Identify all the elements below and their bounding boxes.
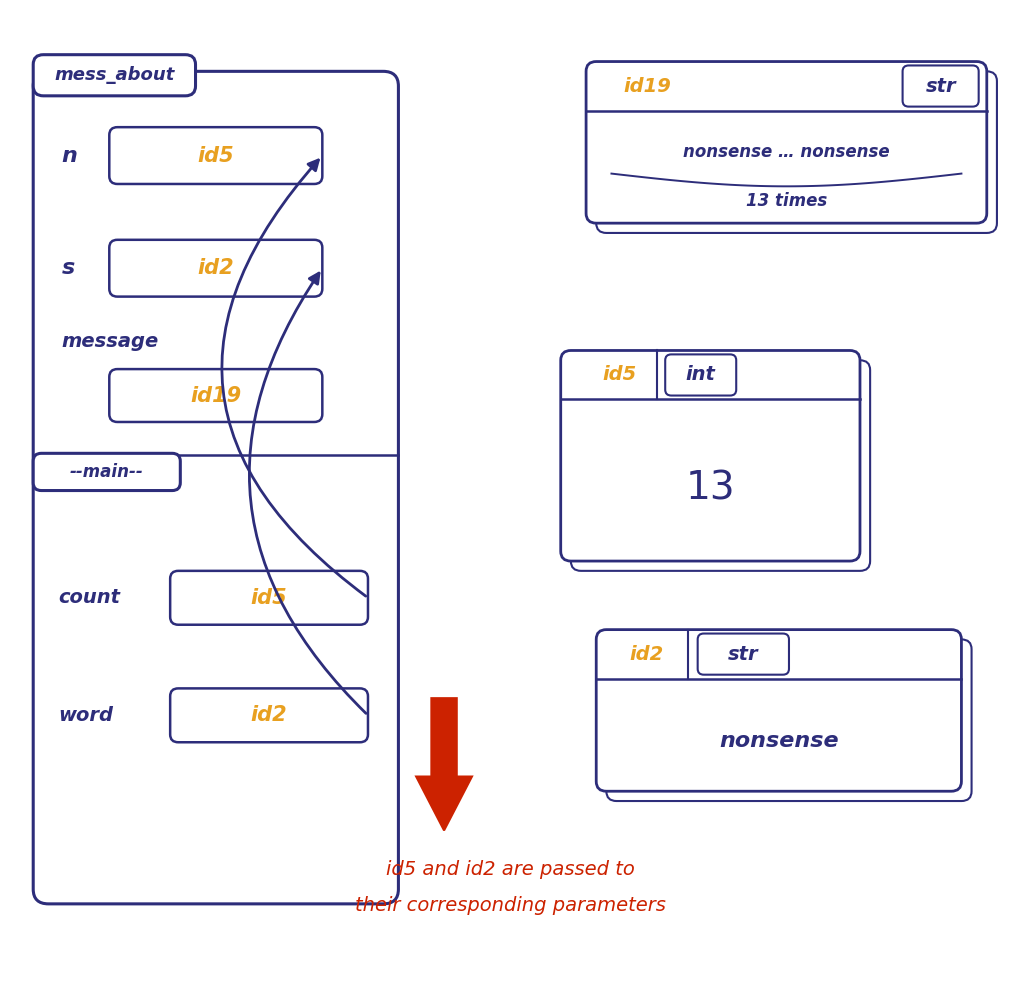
- FancyBboxPatch shape: [664, 355, 736, 396]
- Text: message: message: [61, 332, 159, 352]
- Text: word: word: [58, 706, 113, 725]
- FancyBboxPatch shape: [109, 369, 322, 422]
- Text: id2: id2: [198, 258, 234, 278]
- FancyBboxPatch shape: [34, 453, 180, 491]
- FancyBboxPatch shape: [605, 639, 971, 801]
- Polygon shape: [416, 698, 472, 830]
- FancyBboxPatch shape: [902, 65, 977, 106]
- Text: str: str: [728, 644, 758, 664]
- Text: nonsense: nonsense: [718, 731, 838, 751]
- Text: id5: id5: [251, 588, 287, 608]
- Text: s: s: [61, 258, 74, 278]
- Text: 13 times: 13 times: [745, 192, 826, 210]
- Text: id2: id2: [251, 705, 287, 725]
- FancyBboxPatch shape: [170, 689, 368, 743]
- FancyBboxPatch shape: [34, 71, 398, 904]
- Text: nonsense … nonsense: nonsense … nonsense: [683, 143, 889, 162]
- FancyBboxPatch shape: [109, 127, 322, 184]
- Text: their corresponding parameters: their corresponding parameters: [355, 896, 664, 915]
- Text: id5 and id2 are passed to: id5 and id2 are passed to: [385, 860, 634, 879]
- Text: id19: id19: [623, 77, 671, 96]
- Text: count: count: [58, 588, 120, 608]
- FancyBboxPatch shape: [596, 629, 961, 791]
- FancyBboxPatch shape: [170, 571, 368, 624]
- FancyBboxPatch shape: [571, 361, 869, 571]
- Text: id5: id5: [198, 146, 234, 165]
- Text: n: n: [61, 146, 77, 165]
- Text: id2: id2: [629, 644, 663, 664]
- Text: --main--: --main--: [70, 463, 144, 481]
- Text: 13: 13: [685, 469, 735, 507]
- Text: int: int: [685, 365, 715, 384]
- FancyBboxPatch shape: [34, 55, 196, 96]
- FancyBboxPatch shape: [560, 351, 859, 561]
- FancyBboxPatch shape: [109, 239, 322, 296]
- Text: id5: id5: [601, 365, 636, 384]
- FancyBboxPatch shape: [586, 61, 985, 224]
- Text: str: str: [924, 77, 955, 96]
- FancyBboxPatch shape: [596, 71, 996, 232]
- FancyBboxPatch shape: [697, 633, 789, 675]
- Text: id19: id19: [191, 385, 242, 406]
- Text: mess_about: mess_about: [54, 66, 174, 85]
